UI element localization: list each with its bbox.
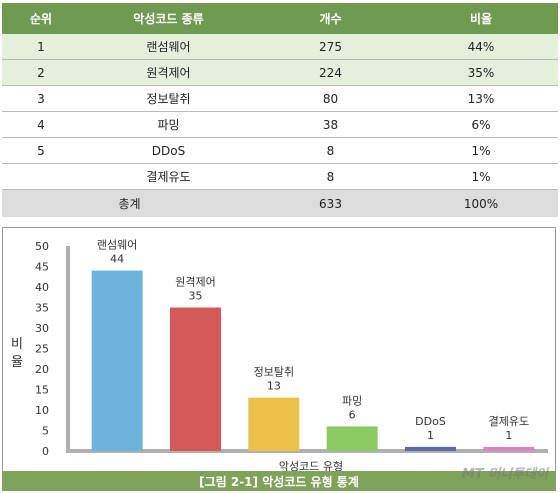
cell-type: 랜섬웨어 bbox=[80, 34, 257, 60]
bar-4 bbox=[405, 446, 456, 451]
header-ratio: 비율 bbox=[404, 3, 558, 34]
table-row: 3 정보탈취 80 13% bbox=[2, 85, 558, 112]
cell-count: 8 bbox=[257, 163, 404, 190]
table-row: 1 랜섬웨어 275 44% bbox=[2, 34, 558, 60]
cell-type: DDoS bbox=[80, 137, 257, 164]
table-header-row: 순위 악성코드 종류 개수 비율 bbox=[2, 3, 558, 34]
cell-count: 8 bbox=[257, 137, 404, 164]
y-tick-label: 40 bbox=[35, 281, 49, 294]
cell-ratio: 35% bbox=[404, 59, 558, 86]
y-tick-label: 45 bbox=[35, 261, 49, 274]
cell-count: 80 bbox=[257, 85, 404, 112]
cell-rank: 2 bbox=[2, 59, 80, 86]
y-tick-label: 20 bbox=[35, 363, 49, 376]
y-tick-label: 5 bbox=[42, 425, 49, 438]
cell-rank: 1 bbox=[2, 34, 80, 60]
y-tick-label: 10 bbox=[35, 404, 49, 417]
y-tick-label: 0 bbox=[42, 445, 49, 458]
bar-value-label: 1 bbox=[427, 429, 434, 442]
cell-count: 275 bbox=[257, 34, 404, 60]
cell-type: 정보탈취 bbox=[80, 85, 257, 112]
header-count: 개수 bbox=[257, 3, 404, 34]
x-axis-label: 악성코드 유형 bbox=[279, 460, 343, 473]
cell-ratio: 6% bbox=[404, 111, 558, 138]
y-tick-label: 15 bbox=[35, 384, 49, 397]
chart-panel: 0 5 10 15 20 25 30 35 40 45 50 비 율 랜섬웨어 44 원격제어 35 정보탈취 13… bbox=[2, 227, 556, 491]
bar-category-label: 원격제어 bbox=[175, 276, 215, 289]
table-row: 결제유도 8 1% bbox=[2, 163, 558, 190]
cell-total-label: 총계 bbox=[2, 189, 257, 217]
bar-category-label: 결제유도 bbox=[489, 415, 529, 428]
cell-ratio: 44% bbox=[404, 34, 558, 60]
table-row: 4 파밍 38 6% bbox=[2, 111, 558, 138]
bar-value-label: 13 bbox=[267, 380, 281, 393]
cell-count: 224 bbox=[257, 59, 404, 86]
cell-rank: 5 bbox=[2, 137, 80, 164]
bar-0 bbox=[91, 270, 143, 451]
cell-ratio: 1% bbox=[404, 163, 558, 190]
cell-rank: 3 bbox=[2, 85, 80, 112]
cell-rank: 4 bbox=[2, 111, 80, 138]
cell-type: 결제유도 bbox=[80, 163, 257, 190]
bar-category-label: DDoS bbox=[415, 415, 446, 428]
bar-value-label: 1 bbox=[505, 429, 512, 442]
cell-ratio: 1% bbox=[404, 137, 558, 164]
figure-caption: [그림 2-1] 악성코드 유형 통계 bbox=[199, 475, 359, 489]
bar-category-label: 파밍 bbox=[342, 394, 362, 407]
y-axis-label: 비 bbox=[11, 337, 23, 352]
bar-value-label: 6 bbox=[349, 408, 356, 421]
y-tick-label: 35 bbox=[35, 302, 49, 315]
bar-1 bbox=[170, 307, 221, 451]
table-row: 2 원격제어 224 35% bbox=[2, 59, 558, 86]
cell-type: 파밍 bbox=[80, 111, 257, 138]
bar-5 bbox=[483, 446, 535, 451]
bar-value-label: 44 bbox=[110, 253, 124, 266]
cell-rank bbox=[2, 163, 80, 190]
malware-stats-table: 순위 악성코드 종류 개수 비율 1 랜섬웨어 275 44% 2 원격제어 2… bbox=[2, 3, 558, 217]
cell-total-count: 633 bbox=[257, 189, 404, 217]
header-type: 악성코드 종류 bbox=[80, 3, 257, 34]
bar-category-label: 정보탈취 bbox=[254, 366, 294, 379]
header-rank: 순위 bbox=[2, 3, 80, 34]
cell-type: 원격제어 bbox=[80, 59, 257, 86]
bar-3 bbox=[326, 426, 378, 451]
table-total-row: 총계 633 100% bbox=[2, 189, 558, 217]
y-tick-label: 25 bbox=[35, 343, 49, 356]
bar-value-label: 35 bbox=[189, 290, 203, 303]
figure-caption-bar: [그림 2-1] 악성코드 유형 통계 bbox=[2, 471, 556, 491]
y-axis-label: 율 bbox=[11, 355, 23, 370]
table-row: 5 DDoS 8 1% bbox=[2, 137, 558, 164]
y-tick-label: 30 bbox=[35, 322, 49, 335]
cell-total-ratio: 100% bbox=[404, 189, 558, 217]
y-tick-label: 50 bbox=[35, 240, 49, 253]
bar-2 bbox=[248, 397, 300, 451]
cell-ratio: 13% bbox=[404, 85, 558, 112]
bar-chart: 05101520253035404550비율랜섬웨어44원격제어35정보탈취13… bbox=[11, 239, 548, 473]
bar-category-label: 랜섬웨어 bbox=[97, 239, 137, 252]
watermark-logo: MT 머니투데이 bbox=[461, 467, 548, 482]
cell-count: 38 bbox=[257, 111, 404, 138]
